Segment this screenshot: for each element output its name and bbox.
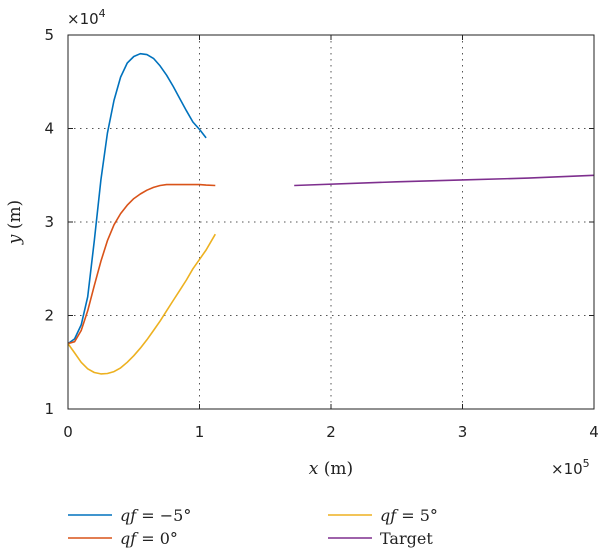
grid	[68, 35, 594, 409]
series-line-3	[294, 174, 595, 187]
series-line-0	[67, 52, 207, 345]
y-tick-label: 2	[44, 307, 54, 325]
y-tick-label: 1	[44, 400, 54, 418]
legend-label-0: qf = −5°	[120, 506, 191, 525]
series-line-2	[67, 233, 216, 375]
legend-label-3: Target	[380, 529, 433, 548]
y-axis-multiplier: ×104	[67, 7, 106, 28]
y-tick-label: 3	[44, 213, 54, 231]
x-tick-label: 3	[458, 423, 468, 441]
x-tick-label: 0	[63, 423, 73, 441]
series-lines	[67, 52, 595, 375]
y-axis-label: y (m)	[5, 200, 25, 245]
y-tick-label: 5	[44, 26, 54, 44]
x-tick-label: 1	[195, 423, 205, 441]
legend-label-2: qf = 5°	[380, 506, 438, 525]
series-line-1	[67, 183, 216, 345]
x-axis-multiplier: ×105	[551, 457, 590, 478]
x-tick-label: 2	[326, 423, 336, 441]
x-tick-label: 4	[589, 423, 599, 441]
legend: qf = −5° qf = 0° qf = 5° Target	[68, 506, 438, 548]
x-axis-label: x (m)	[309, 459, 353, 479]
legend-label-1: qf = 0°	[120, 529, 178, 548]
y-tick-label: 4	[44, 120, 54, 138]
